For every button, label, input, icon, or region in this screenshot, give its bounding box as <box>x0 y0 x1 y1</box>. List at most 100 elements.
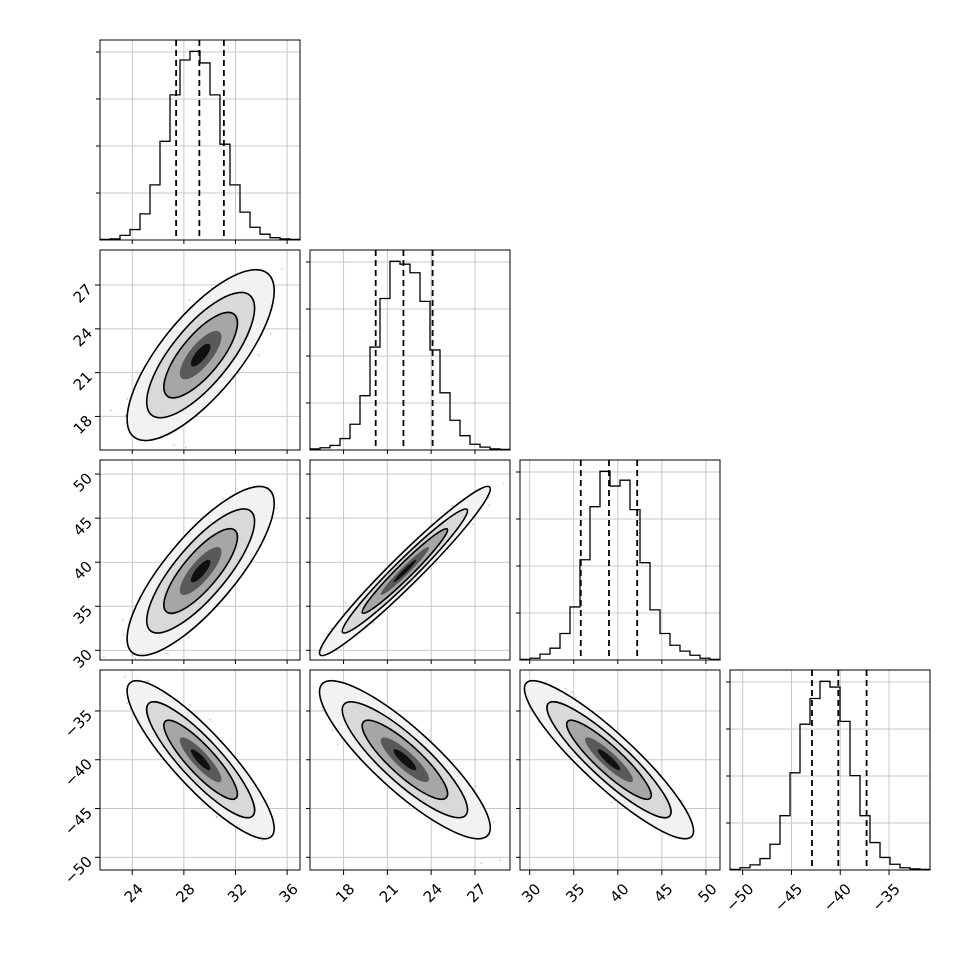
scatter-point <box>305 676 307 678</box>
scatter-point <box>261 839 264 842</box>
scatter-point <box>131 653 134 656</box>
hist-step-0 <box>99 50 301 241</box>
scatter-point <box>372 622 375 624</box>
scatter-point <box>269 332 272 335</box>
scatter-point <box>471 523 474 526</box>
scatter-point <box>545 680 548 683</box>
panel-2-0 <box>99 459 301 661</box>
hist-frame-0 <box>99 39 301 241</box>
contour-level-4 <box>190 343 211 367</box>
xtick-label-2-1: 35 <box>562 880 588 906</box>
scatter-point <box>321 709 324 712</box>
scatter-point <box>221 498 224 500</box>
xtick-label-1-3: 27 <box>463 880 489 906</box>
xtick-label-2-2: 40 <box>606 880 632 906</box>
scatter-point <box>124 675 126 678</box>
scatter-point <box>502 482 505 485</box>
ytick-label-1-2: 24 <box>70 324 96 350</box>
scatter-point <box>681 799 684 802</box>
panel-3-1 <box>309 669 534 876</box>
scatter-point <box>129 708 132 711</box>
panel-frame-3-2 <box>519 669 721 871</box>
xtick-label-1-1: 21 <box>376 880 402 906</box>
scatter-point <box>571 691 574 694</box>
scatter-point <box>147 680 150 683</box>
scatter-point <box>487 497 490 500</box>
scatter-point <box>202 802 204 805</box>
hist-frame-1 <box>309 249 511 451</box>
ytick-label-3-3: −35 <box>61 706 96 741</box>
hist-step-2 <box>519 470 721 661</box>
contour-level-4 <box>597 749 621 771</box>
ytick-label-3-2: −40 <box>61 755 96 790</box>
xtick-label-1-0: 18 <box>332 880 358 906</box>
scatter-point <box>488 504 491 507</box>
ytick-label-2-0: 30 <box>70 646 96 672</box>
hist-step-3 <box>729 680 931 871</box>
scatter-point <box>480 862 483 865</box>
panel-3-2 <box>519 669 721 871</box>
scatter-point <box>146 680 149 682</box>
scatter-point <box>451 504 454 507</box>
xtick-label-0-2: 32 <box>224 880 250 906</box>
panel-frame-3-1 <box>309 669 511 871</box>
ytick-label-1-3: 27 <box>70 280 96 306</box>
scatter-point <box>331 729 334 732</box>
scatter-point <box>209 718 211 721</box>
ytick-label-2-3: 45 <box>70 513 96 539</box>
hist-panel-1 <box>306 249 511 451</box>
hist-step-1 <box>309 260 511 451</box>
scatter-point <box>102 656 105 659</box>
contour-level-4 <box>393 749 417 771</box>
hist-panel-0 <box>96 39 301 241</box>
scatter-point <box>122 634 125 636</box>
hist-panel-3 <box>726 669 931 871</box>
scatter-point <box>257 354 260 357</box>
hist-frame-2 <box>519 459 721 661</box>
scatter-point <box>281 267 283 270</box>
xtick-label-2-4: 50 <box>694 880 720 906</box>
xtick-label-2-3: 45 <box>650 880 676 906</box>
xtick-label-0-0: 24 <box>121 880 147 906</box>
scatter-point <box>499 859 502 861</box>
xtick-label-3-3: −35 <box>869 880 904 915</box>
xtick-label-3-0: −50 <box>722 880 757 915</box>
xtick-label-3-2: −40 <box>820 880 855 915</box>
xtick-label-1-2: 24 <box>420 880 446 906</box>
ytick-label-3-1: −45 <box>61 804 96 839</box>
ytick-label-3-0: −50 <box>61 853 96 888</box>
scatter-point <box>188 299 191 302</box>
scatter-point <box>474 785 477 788</box>
ytick-label-2-1: 35 <box>70 602 96 628</box>
panel-frame-3-0 <box>99 669 301 871</box>
scatter-point <box>184 446 187 449</box>
ytick-label-2-4: 50 <box>70 469 96 495</box>
scatter-point <box>173 444 176 447</box>
panel-3-0 <box>99 669 301 871</box>
scatter-point <box>187 636 190 639</box>
scatter-point <box>141 455 143 457</box>
scatter-point <box>574 696 577 699</box>
scatter-point <box>189 703 191 706</box>
scatter-point <box>610 801 613 804</box>
scatter-point <box>164 652 167 655</box>
scatter-point <box>110 409 112 412</box>
xtick-label-0-1: 28 <box>172 880 198 906</box>
scatter-point <box>330 627 333 630</box>
xtick-label-0-3: 36 <box>276 880 302 906</box>
scatter-point <box>532 874 534 876</box>
scatter-point <box>564 687 566 690</box>
scatter-point <box>122 618 125 621</box>
scatter-point <box>124 414 127 417</box>
scatter-point <box>126 398 129 400</box>
ytick-label-2-2: 40 <box>70 557 96 583</box>
scatter-point <box>126 702 129 704</box>
scatter-point <box>303 652 305 654</box>
hist-panel-2 <box>516 459 721 661</box>
panel-1-0 <box>99 249 301 457</box>
ytick-label-1-1: 21 <box>70 368 96 394</box>
scatter-point <box>215 816 218 819</box>
scatter-point <box>337 743 339 746</box>
xtick-label-3-1: −45 <box>771 880 806 915</box>
contour-level-4 <box>190 749 211 771</box>
